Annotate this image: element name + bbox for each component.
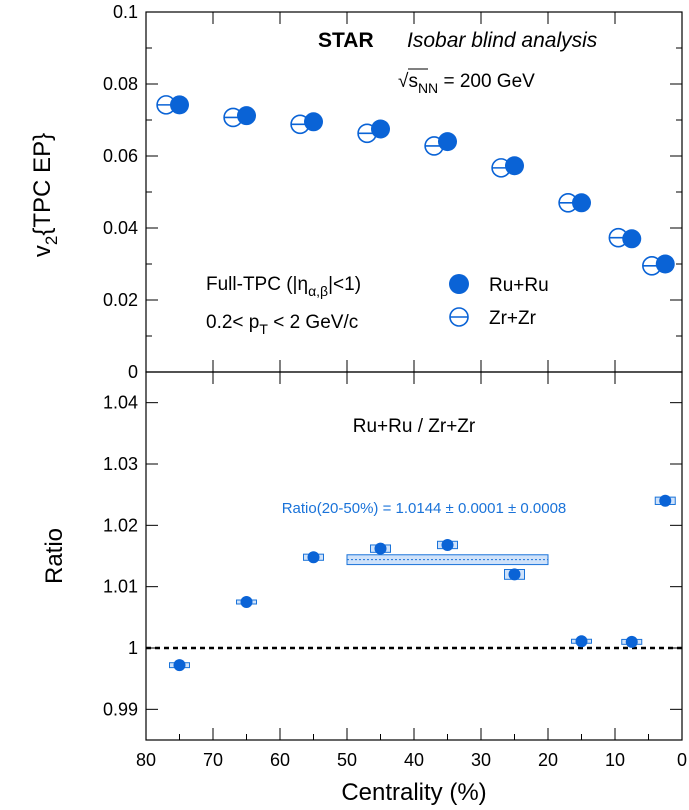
top-y-axis-label: v2{TPC EP}	[29, 133, 61, 257]
bottom-y-tick-label: 0.99	[103, 699, 138, 719]
bottom-y-ticks: 0.99 1 1.01 1.02 1.03 1.04	[103, 393, 682, 719]
ratio-average-label: Ratio(20-50%) = 1.0144 ± 0.0001 ± 0.0008	[282, 500, 567, 517]
bottom-y-axis-label: Ratio	[41, 528, 68, 584]
x-tick-label: 60	[270, 750, 290, 770]
ru-ru-point	[371, 119, 390, 139]
top-y-tick-label: 0.06	[103, 146, 138, 166]
bottom-y-tick-label: 1.01	[103, 577, 138, 597]
top-y-tick-label: 0.1	[113, 2, 138, 22]
x-tick-label: 70	[203, 750, 223, 770]
legend: Ru+Ru Zr+Zr	[449, 274, 549, 329]
ratio-point	[374, 542, 387, 555]
ru-ru-point	[572, 193, 591, 213]
x-tick-label: 30	[471, 750, 491, 770]
ru-ru-point	[438, 132, 457, 152]
top-x-ticks	[145, 12, 683, 372]
ratio-point	[441, 538, 454, 551]
x-tick-label: 20	[538, 750, 558, 770]
x-tick-label: 50	[337, 750, 357, 770]
top-y-tick-label: 0.08	[103, 74, 138, 94]
bottom-y-tick-label: 1.03	[103, 454, 138, 474]
ru-ru-point	[622, 229, 642, 249]
ru-ru-point	[170, 95, 189, 115]
legend-label-ru-ru: Ru+Ru	[489, 275, 549, 296]
x-tick-label: 0	[677, 750, 687, 770]
legend-marker-ru-ru	[449, 274, 469, 294]
bottom-x-ticks: 80 70 60 50 40 30 20 10 0	[136, 372, 687, 770]
ru-ru-point	[304, 112, 323, 132]
ru-ru-point	[505, 156, 524, 176]
ru-ru-point	[237, 106, 256, 126]
bottom-data-points	[169, 494, 676, 672]
ratio-point	[625, 635, 638, 648]
ratio-point	[659, 494, 672, 507]
top-y-ticks: 0 0.02 0.04 0.06 0.08 0.1	[103, 2, 682, 382]
x-tick-label: 40	[404, 750, 424, 770]
star-label: STAR	[318, 29, 374, 52]
top-y-tick-label: 0	[128, 362, 138, 382]
top-panel: 0 0.02 0.04 0.06 0.08 0.1 v2{TPC EP} STAR Iso…	[29, 2, 683, 382]
bottom-y-tick-label: 1	[128, 638, 138, 658]
ratio-point	[240, 596, 253, 608]
energy-label: √sNN = 200 GeV	[398, 71, 535, 96]
x-tick-label: 80	[136, 750, 156, 770]
ratio-point	[173, 659, 186, 672]
bottom-y-tick-label: 1.02	[103, 515, 138, 535]
top-data-points	[156, 95, 675, 276]
ratio-point	[508, 568, 521, 581]
legend-label-zr-zr: Zr+Zr	[489, 308, 537, 329]
ru-ru-point	[655, 254, 675, 274]
pt-range-label: 0.2< pT < 2 GeV/c	[206, 312, 358, 337]
top-y-tick-label: 0.04	[103, 218, 138, 238]
ratio-title: Ru+Ru / Zr+Zr	[353, 416, 476, 437]
bottom-y-tick-label: 1.04	[103, 393, 138, 413]
full-tpc-label: Full-TPC (|ηα,β|<1)	[206, 274, 361, 299]
ratio-point	[575, 635, 588, 648]
top-y-tick-label: 0.02	[103, 290, 138, 310]
x-tick-label: 10	[605, 750, 625, 770]
x-axis-label: Centrality (%)	[341, 779, 486, 806]
ratio-point	[307, 551, 320, 564]
blind-analysis-label: Isobar blind analysis	[407, 29, 598, 52]
